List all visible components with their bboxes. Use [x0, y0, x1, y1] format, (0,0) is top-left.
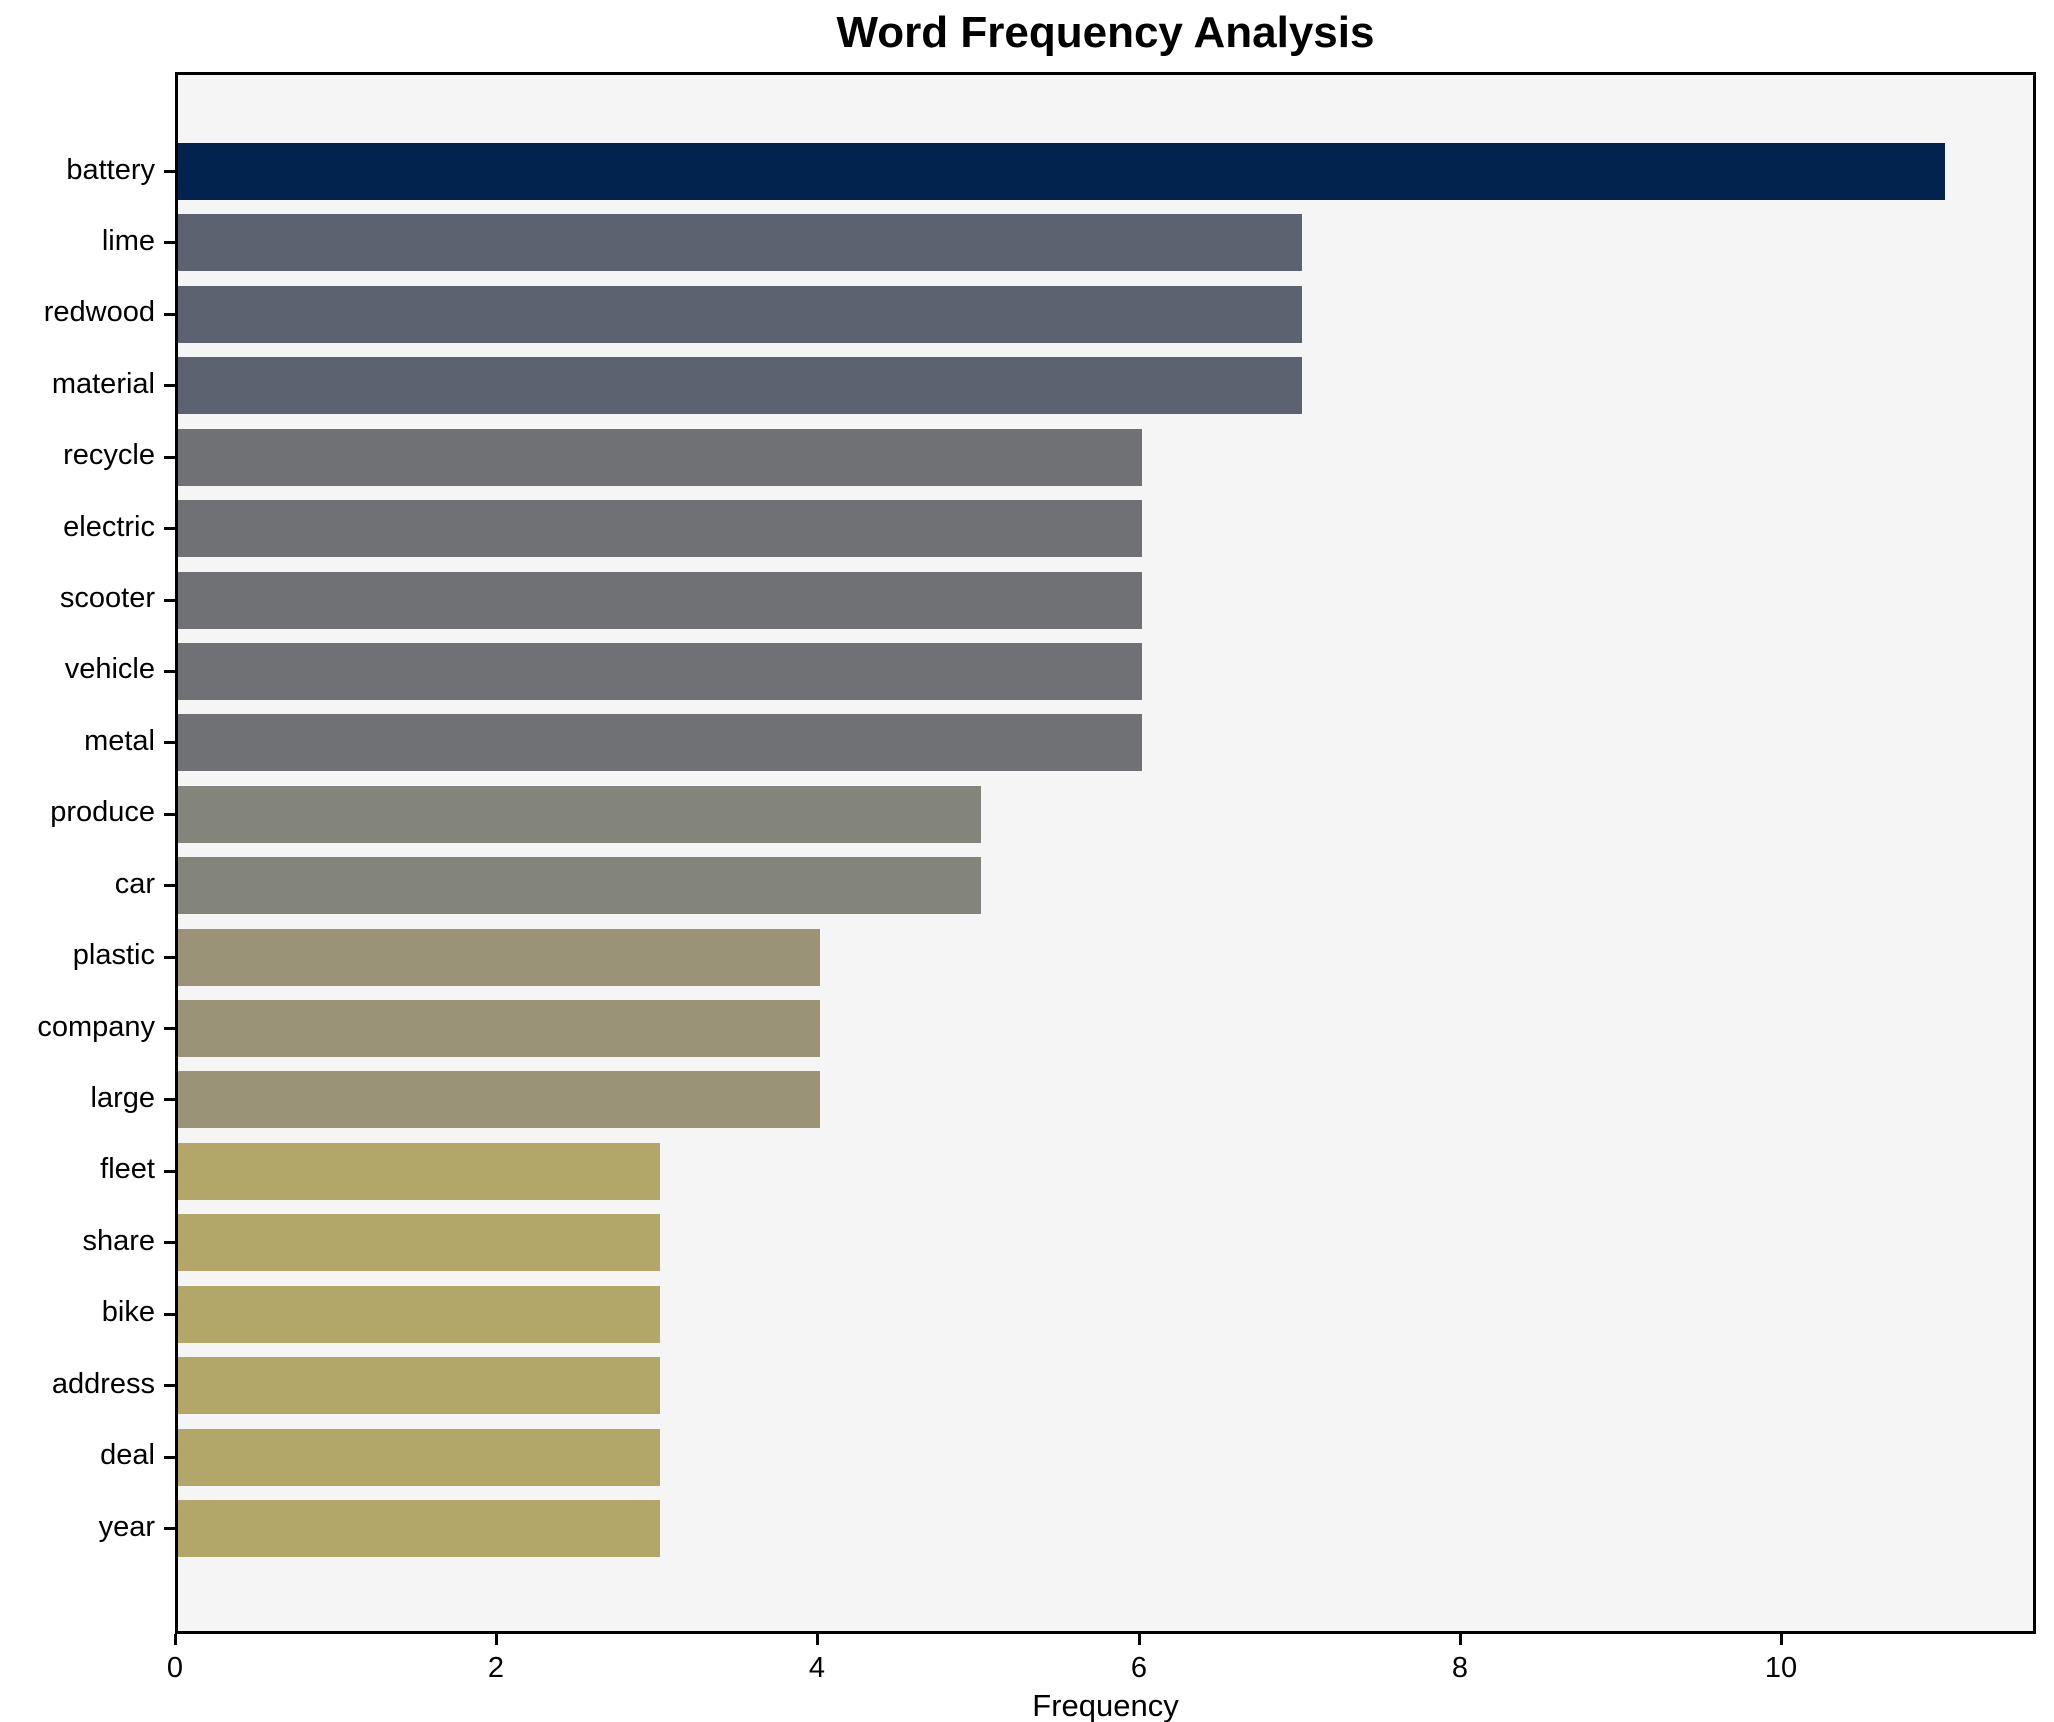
x-tick-mark — [174, 1634, 177, 1645]
x-tick-mark — [816, 1634, 819, 1645]
y-tick-label-bike: bike — [101, 1296, 155, 1328]
y-tick-mark — [164, 241, 175, 244]
y-tick-label-fleet: fleet — [100, 1153, 155, 1185]
y-tick-mark — [164, 1527, 175, 1530]
bar-produce — [178, 786, 981, 843]
bar-recycle — [178, 429, 1142, 486]
y-tick-label-year: year — [98, 1511, 155, 1543]
bar-battery — [178, 143, 1945, 200]
bar-metal — [178, 714, 1142, 771]
y-tick-label-vehicle: vehicle — [64, 653, 155, 685]
y-tick-mark — [164, 884, 175, 887]
y-tick-label-metal: metal — [84, 725, 155, 757]
y-tick-mark — [164, 527, 175, 530]
bar-scooter — [178, 572, 1142, 629]
y-tick-mark — [164, 1170, 175, 1173]
x-tick-mark — [1459, 1634, 1462, 1645]
x-tick-mark — [1138, 1634, 1141, 1645]
x-axis-label: Frequency — [1032, 1688, 1179, 1722]
x-tick-label-4: 4 — [808, 1652, 826, 1684]
bar-plastic — [178, 929, 820, 986]
y-tick-mark — [164, 1384, 175, 1387]
bar-material — [178, 357, 1302, 414]
x-tick-label-8: 8 — [1451, 1652, 1469, 1684]
y-tick-label-company: company — [37, 1011, 155, 1043]
bar-share — [178, 1214, 660, 1271]
bar-electric — [178, 500, 1142, 557]
x-tick-label-2: 2 — [487, 1652, 505, 1684]
y-tick-mark — [164, 313, 175, 316]
bar-large — [178, 1071, 820, 1128]
y-tick-mark — [164, 170, 175, 173]
x-tick-mark — [1780, 1634, 1783, 1645]
x-tick-label-10: 10 — [1764, 1652, 1798, 1684]
y-tick-label-lime: lime — [101, 225, 155, 257]
y-tick-mark — [164, 456, 175, 459]
y-tick-mark — [164, 599, 175, 602]
y-tick-mark — [164, 1241, 175, 1244]
y-tick-label-deal: deal — [100, 1439, 155, 1471]
bar-year — [178, 1500, 660, 1557]
y-tick-label-plastic: plastic — [72, 939, 155, 971]
y-tick-label-redwood: redwood — [43, 296, 155, 328]
y-tick-label-recycle: recycle — [63, 439, 155, 471]
x-tick-mark — [495, 1634, 498, 1645]
x-tick-label-6: 6 — [1130, 1652, 1148, 1684]
y-tick-mark — [164, 1098, 175, 1101]
y-tick-mark — [164, 1456, 175, 1459]
bar-vehicle — [178, 643, 1142, 700]
bar-bike — [178, 1286, 660, 1343]
y-tick-label-battery: battery — [66, 154, 155, 186]
y-tick-mark — [164, 384, 175, 387]
y-tick-label-electric: electric — [63, 511, 155, 543]
y-tick-mark — [164, 1313, 175, 1316]
plot-area — [175, 72, 2036, 1634]
y-tick-label-material: material — [51, 368, 155, 400]
bar-lime — [178, 214, 1302, 271]
y-tick-label-produce: produce — [50, 796, 155, 828]
bar-car — [178, 857, 981, 914]
y-tick-mark — [164, 956, 175, 959]
y-tick-mark — [164, 1027, 175, 1030]
bar-address — [178, 1357, 660, 1414]
bar-fleet — [178, 1143, 660, 1200]
y-tick-mark — [164, 670, 175, 673]
y-tick-label-share: share — [82, 1225, 155, 1257]
bar-deal — [178, 1429, 660, 1486]
x-tick-label-0: 0 — [166, 1652, 184, 1684]
bar-redwood — [178, 286, 1302, 343]
bar-company — [178, 1000, 820, 1057]
y-tick-mark — [164, 813, 175, 816]
y-tick-label-large: large — [90, 1082, 156, 1114]
chart-title: Word Frequency Analysis — [836, 8, 1375, 57]
y-tick-mark — [164, 741, 175, 744]
y-tick-label-scooter: scooter — [59, 582, 155, 614]
y-tick-label-car: car — [114, 868, 155, 900]
y-tick-label-address: address — [51, 1368, 155, 1400]
